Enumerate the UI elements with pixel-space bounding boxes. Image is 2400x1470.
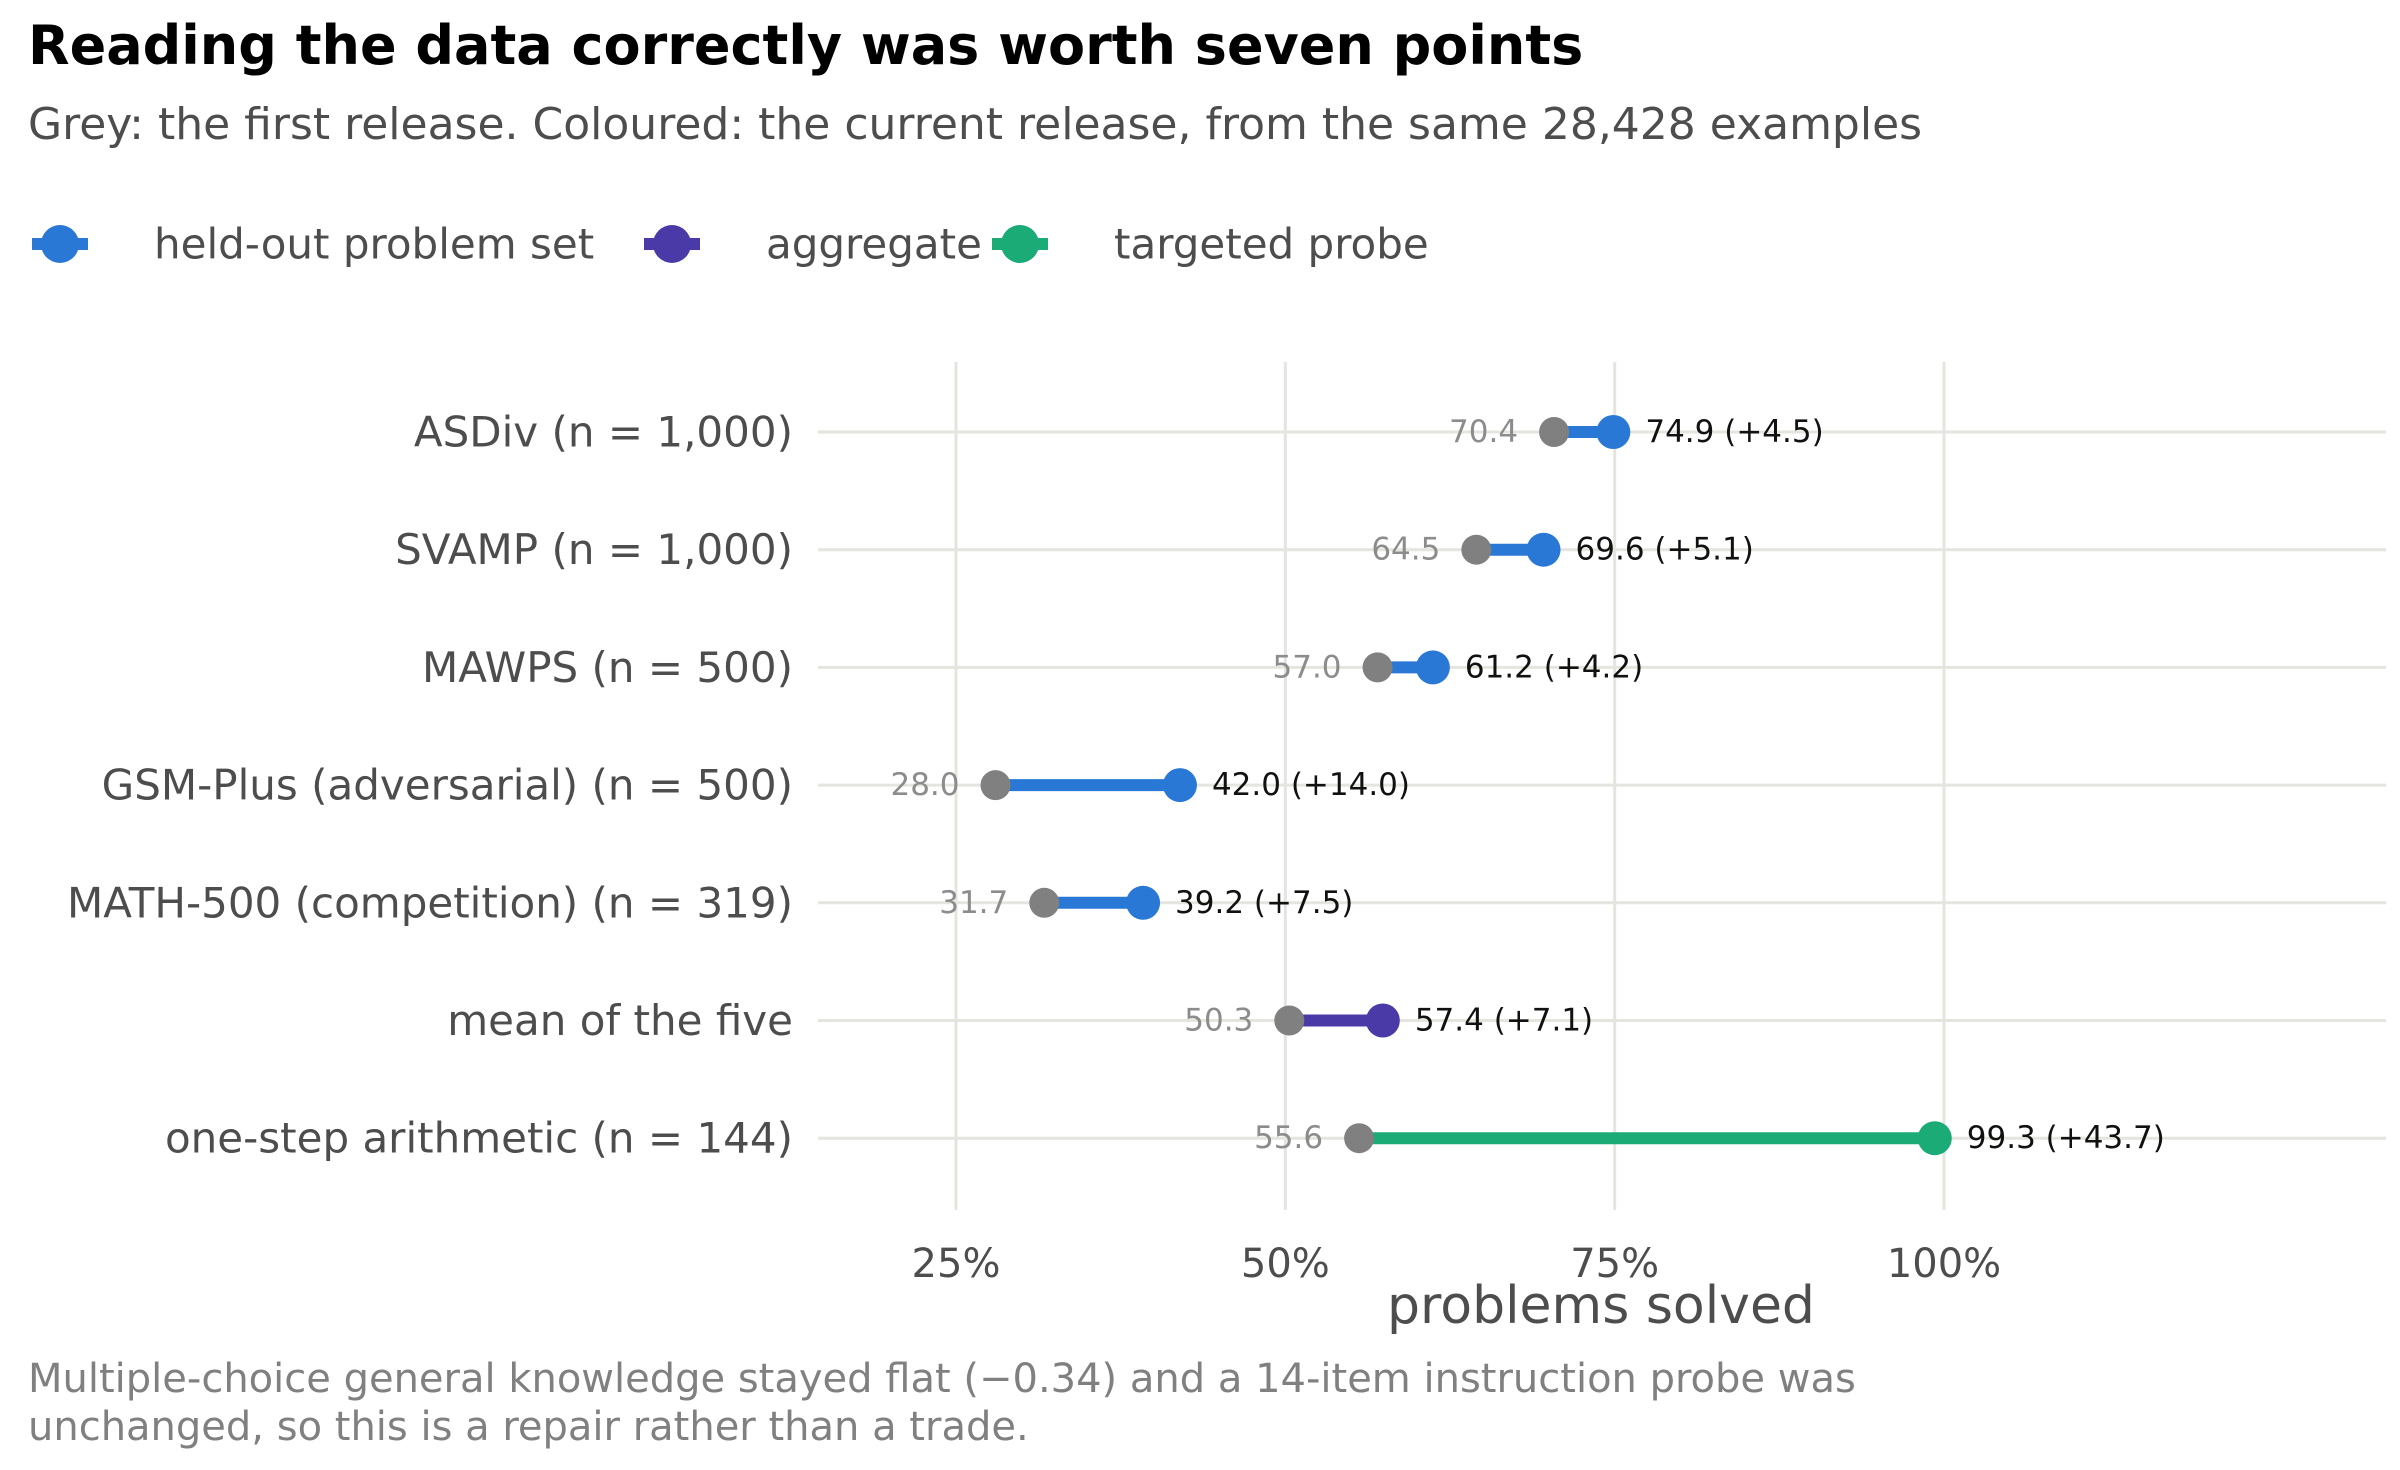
row-label: GSM-Plus (adversarial) (n = 500) [102,761,793,810]
dumbbell-row: mean of the five 50.3 57.4 (+7.1) [447,996,1593,1045]
x-tick-label: 50% [1241,1241,1330,1287]
first-release-label: 57.0 [1273,649,1342,685]
current-release-label: 39.2 (+7.5) [1175,885,1353,921]
row-label: one-step arithmetic (n = 144) [165,1114,793,1163]
legend-swatch-dot [1001,225,1039,263]
caption-line: unchanged, so this is a repair rather th… [28,1404,1029,1450]
first-release-dot [1461,534,1492,565]
row-label: SVAMP (n = 1,000) [395,525,793,574]
current-release-dot [1365,1003,1400,1038]
dumbbell-row: SVAMP (n = 1,000) 64.5 69.6 (+5.1) [395,525,1754,574]
x-tick-label: 75% [1570,1241,1659,1287]
first-release-dot [980,770,1011,801]
x-tick-label: 100% [1887,1241,2001,1287]
first-release-dot [1362,652,1393,683]
first-release-dot [1274,1005,1305,1036]
current-release-label: 42.0 (+14.0) [1212,767,1410,803]
legend-swatch-dot [653,225,691,263]
dumbbell-row: MAWPS (n = 500) 57.0 61.2 (+4.2) [422,643,1643,692]
current-release-label: 61.2 (+4.2) [1465,649,1643,685]
chart-subtitle: Grey: the first release. Coloured: the c… [28,99,1922,150]
current-release-label: 69.6 (+5.1) [1576,532,1754,568]
current-release-dot [1126,885,1161,920]
row-label: ASDiv (n = 1,000) [414,408,793,457]
current-release-dot [1526,532,1561,567]
x-axis-ticks: 25% 50% 75% 100% [912,1241,2002,1287]
dumbbell-row: GSM-Plus (adversarial) (n = 500) 28.0 42.0… [102,761,1410,810]
legend: held-out problem set aggregate targeted pr… [32,220,1429,269]
legend-label: aggregate [766,220,982,269]
caption-line: Multiple-choice general knowledge stayed… [28,1356,1856,1402]
legend-swatch-dot [41,225,79,263]
current-release-label: 57.4 (+7.1) [1415,1003,1593,1039]
legend-item: targeted probe [992,220,1429,269]
first-release-label: 28.0 [890,767,959,803]
first-release-dot [1539,417,1570,447]
chart-title: Reading the data correctly was worth sev… [28,14,1583,77]
chart-caption: Multiple-choice general knowledge stayed… [28,1356,1869,1450]
x-tick-label: 25% [912,1241,1001,1287]
first-release-label: 31.7 [939,885,1008,921]
x-axis-label: problems solved [1387,1276,1815,1336]
row-label: MATH-500 (competition) (n = 319) [67,878,793,927]
current-release-dot [1415,650,1450,685]
legend-item: aggregate [644,220,982,269]
first-release-dot [1029,887,1060,918]
current-release-dot [1162,768,1197,803]
first-release-dot [1344,1123,1375,1154]
dumbbell-row: one-step arithmetic (n = 144) 55.6 99.3 (+… [165,1114,2165,1163]
current-release-dot [1596,415,1631,449]
row-label: MAWPS (n = 500) [422,643,793,692]
first-release-label: 70.4 [1449,414,1518,450]
first-release-label: 55.6 [1254,1120,1323,1156]
dumbbell-row: ASDiv (n = 1,000) 70.4 74.9 (+4.5) [414,408,1824,457]
legend-item: held-out problem set [32,220,594,269]
legend-label: held-out problem set [154,220,594,269]
dumbbell-row: MATH-500 (competition) (n = 319) 31.7 39.2… [67,878,1353,927]
legend-label: targeted probe [1114,220,1429,269]
dumbbell-rows: ASDiv (n = 1,000) 70.4 74.9 (+4.5) SVAMP (n… [67,408,2165,1163]
current-release-label: 99.3 (+43.7) [1967,1120,2165,1156]
first-release-label: 64.5 [1371,532,1440,568]
current-release-dot [1917,1121,1952,1156]
row-label: mean of the five [447,996,793,1045]
current-release-label: 74.9 (+4.5) [1645,414,1823,450]
first-release-label: 50.3 [1184,1003,1253,1039]
